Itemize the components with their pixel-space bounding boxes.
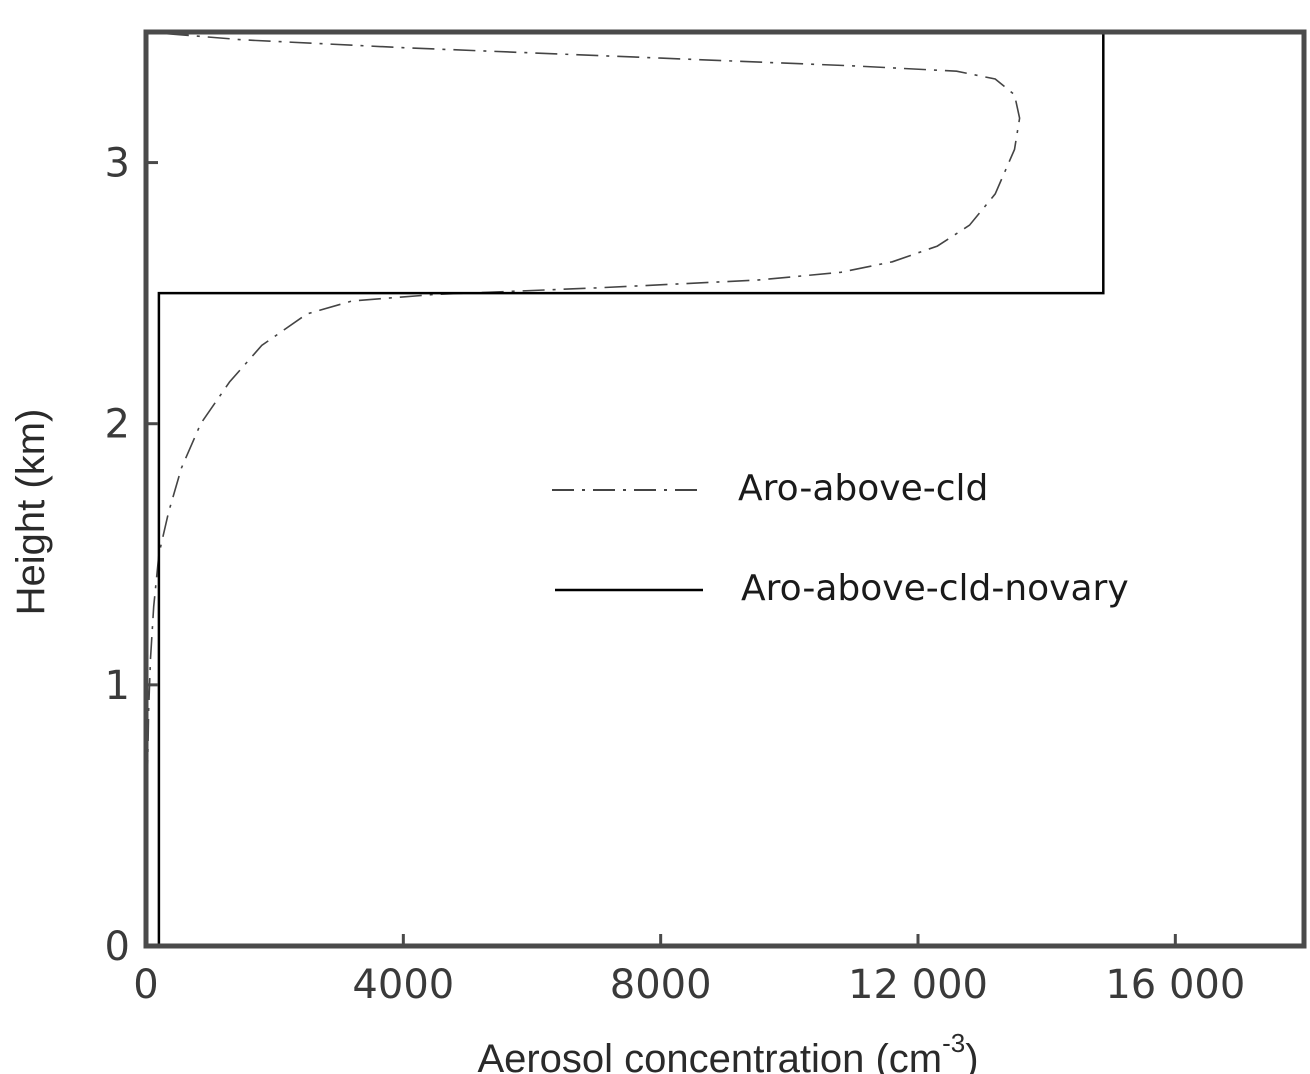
series-layer bbox=[145, 31, 1105, 947]
y-axis-title: Height (km) bbox=[9, 409, 53, 616]
legend-label-aro-above-cld: Aro-above-cld bbox=[738, 468, 988, 509]
plot-frame bbox=[143, 29, 1307, 949]
x-tick-label: 12 000 bbox=[848, 962, 988, 1008]
y-tick-label: 2 bbox=[105, 402, 130, 448]
x-tick-label: 8000 bbox=[610, 962, 712, 1008]
x-axis-title-main: Aerosol concentration (cm bbox=[477, 1037, 942, 1074]
series-line-aro-above-cld bbox=[145, 31, 1021, 947]
legend: Aro-above-cld Aro-above-cld-novary bbox=[552, 468, 1129, 609]
x-tick-label: 4000 bbox=[352, 962, 454, 1008]
x-axis-title-suffix: ) bbox=[965, 1037, 978, 1074]
legend-label-aro-above-cld-novary: Aro-above-cld-novary bbox=[741, 568, 1129, 609]
x-axis-title-exponent: -3 bbox=[942, 1028, 965, 1058]
x-tick-label: 16 000 bbox=[1105, 962, 1245, 1008]
series-line-aro-above-cld-novary bbox=[157, 32, 1105, 946]
y-tick-label: 1 bbox=[105, 663, 130, 709]
y-tick-label: 0 bbox=[105, 924, 130, 970]
x-axis-title: Aerosol concentration (cm-3) bbox=[477, 1028, 978, 1074]
x-tick-label: 0 bbox=[133, 962, 158, 1008]
y-tick-label: 3 bbox=[105, 141, 130, 187]
